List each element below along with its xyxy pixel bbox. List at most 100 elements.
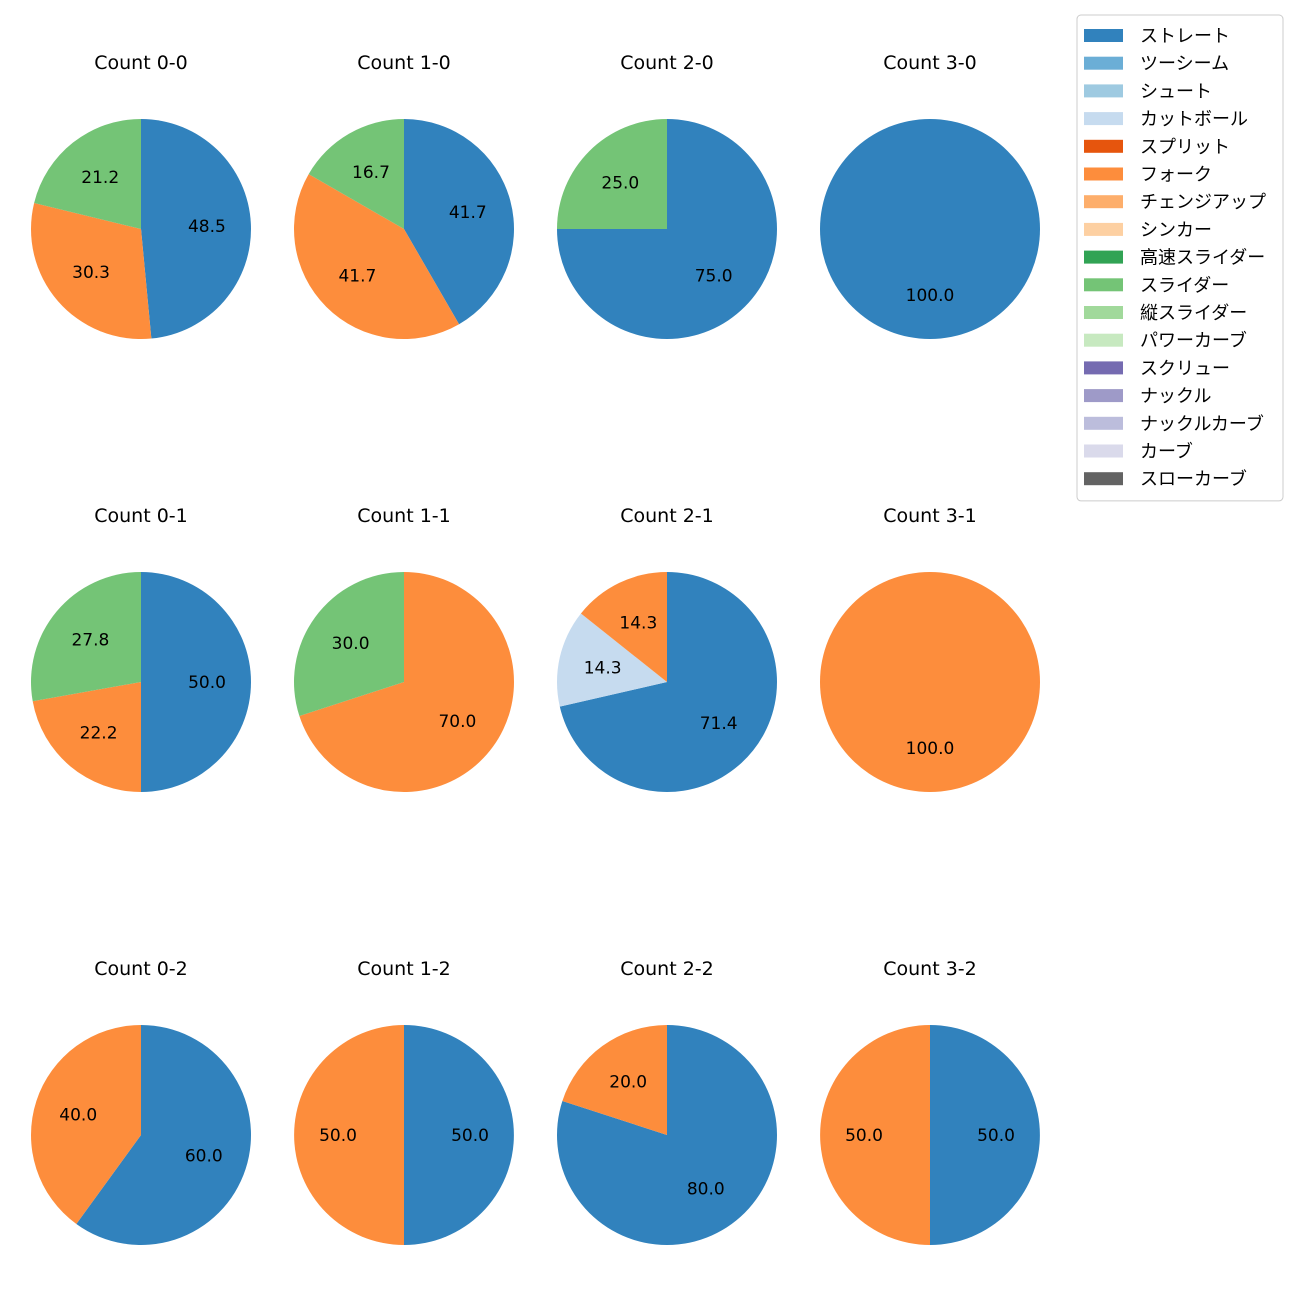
slice-label: 50.0 (319, 1126, 357, 1146)
pie-slice (31, 1025, 141, 1224)
slice-label: 41.7 (338, 267, 376, 287)
slice-label: 27.8 (71, 631, 109, 651)
legend-swatch (1084, 278, 1123, 292)
pie-slice (580, 572, 667, 682)
slice-label: 30.0 (332, 634, 370, 654)
slice-label: 100.0 (906, 286, 955, 306)
slice-label: 25.0 (601, 173, 639, 193)
legend-swatch (1084, 84, 1123, 98)
legend-label: ナックルカーブ (1140, 413, 1264, 435)
legend-swatch (1084, 139, 1123, 153)
legend-label: ストレート (1140, 26, 1230, 47)
pie-count-2-2: Count 2-2 80.0 20.0 (557, 958, 777, 1245)
chart-title: Count 2-1 (620, 505, 714, 527)
pie-slice (559, 572, 777, 792)
pie-slice (562, 1025, 667, 1135)
slice-label: 71.4 (700, 714, 738, 734)
legend-label: 縦スライダー (1140, 303, 1247, 324)
legend-swatch (1084, 389, 1123, 403)
pie-count-1-2: Count 1-2 50.0 50.0 (294, 958, 514, 1245)
pie-slice (31, 572, 141, 702)
pie-slice (557, 613, 667, 707)
pie-charts: Count 0-0 48.5 30.3 21.2 Count 1-0 41.7 41.7 16… (31, 52, 1040, 1246)
legend-label: パワーカーブ (1140, 330, 1247, 352)
slice-label: 50.0 (451, 1126, 489, 1146)
pie-count-1-0: Count 1-0 41.7 41.7 16.7 (294, 52, 514, 339)
legend-swatch (1084, 250, 1123, 264)
pie-slice (404, 119, 514, 325)
legend-label: シンカー (1140, 220, 1212, 241)
pie-count-3-1: Count 3-1 100.0 (820, 505, 1040, 792)
slice-label: 22.2 (80, 724, 118, 744)
legend-label: 高速スライダー (1140, 248, 1265, 269)
pie-count-2-0: Count 2-0 75.0 25.0 (557, 52, 777, 339)
pie-slice (141, 119, 251, 339)
slice-label: 50.0 (977, 1126, 1015, 1146)
pie-slice (820, 572, 1040, 792)
slice-label: 20.0 (609, 1073, 647, 1093)
pie-slice (31, 202, 152, 339)
legend-label: カーブ (1140, 441, 1193, 463)
legend-swatch (1084, 472, 1123, 486)
pie-count-2-1: Count 2-1 71.4 14.3 14.3 (557, 505, 777, 792)
chart-title: Count 1-0 (357, 52, 451, 74)
slice-label: 40.0 (59, 1106, 97, 1126)
pie-slice (32, 682, 141, 792)
legend-swatch (1084, 361, 1123, 375)
pie-slice (294, 1025, 404, 1245)
legend-swatch (1084, 167, 1123, 181)
pie-slice (76, 1025, 252, 1246)
chart-title: Count 2-2 (620, 958, 714, 980)
pie-slice (141, 572, 251, 792)
legend-label: スクリュー (1140, 358, 1230, 379)
legend-swatch (1084, 195, 1123, 209)
slice-label: 50.0 (845, 1126, 883, 1146)
legend: ストレートツーシームシュートカットボールスプリットフォークチェンジアップシンカー… (1076, 14, 1284, 502)
legend-swatch (1084, 56, 1123, 70)
slice-label: 60.0 (185, 1146, 223, 1166)
pie-slice (294, 572, 404, 716)
chart-title: Count 3-2 (883, 958, 977, 980)
slice-label: 21.2 (81, 168, 119, 188)
pie-count-1-1: Count 1-1 70.0 30.0 (294, 505, 514, 792)
slice-label: 100.0 (906, 739, 955, 759)
pie-slice (404, 1025, 514, 1245)
pie-slice (294, 174, 460, 339)
legend-swatch (1084, 416, 1123, 430)
slice-label: 50.0 (188, 673, 226, 693)
slice-label: 14.3 (584, 658, 622, 678)
legend-frame (1076, 14, 1284, 502)
legend-label: チェンジアップ (1140, 192, 1266, 213)
legend-label: カットボール (1140, 109, 1248, 130)
legend-label: スプリット (1140, 137, 1230, 158)
pie-slice (930, 1025, 1040, 1245)
chart-title: Count 0-1 (94, 505, 188, 527)
pie-count-0-0: Count 0-0 48.5 30.3 21.2 (31, 52, 251, 339)
slice-label: 48.5 (188, 217, 226, 237)
legend-swatch (1084, 222, 1123, 236)
chart-title: Count 3-1 (883, 505, 977, 527)
legend-label: スライダー (1140, 275, 1229, 296)
slice-label: 75.0 (695, 267, 733, 287)
chart-title: Count 1-2 (357, 958, 451, 980)
pie-count-3-0: Count 3-0 100.0 (820, 52, 1040, 339)
chart-title: Count 1-1 (357, 505, 451, 527)
slice-label: 41.7 (449, 203, 487, 223)
chart-title: Count 2-0 (620, 52, 714, 74)
chart-title: Count 0-0 (94, 52, 188, 74)
chart-title: Count 0-2 (94, 958, 188, 980)
legend-swatch (1084, 444, 1123, 458)
chart-title: Count 3-0 (883, 52, 977, 74)
legend-swatch (1084, 333, 1123, 347)
pie-count-3-2: Count 3-2 50.0 50.0 (820, 958, 1040, 1245)
legend-label: シュート (1140, 81, 1212, 102)
slice-label: 16.7 (352, 163, 390, 183)
slice-label: 14.3 (619, 614, 657, 634)
pie-count-0-2: Count 0-2 60.0 40.0 (31, 958, 252, 1246)
pie-slice (557, 119, 667, 229)
pie-slice (308, 119, 404, 229)
pie-count-0-1: Count 0-1 50.0 22.2 27.8 (31, 505, 251, 792)
pie-slice (820, 1025, 930, 1245)
slice-label: 70.0 (438, 712, 476, 732)
